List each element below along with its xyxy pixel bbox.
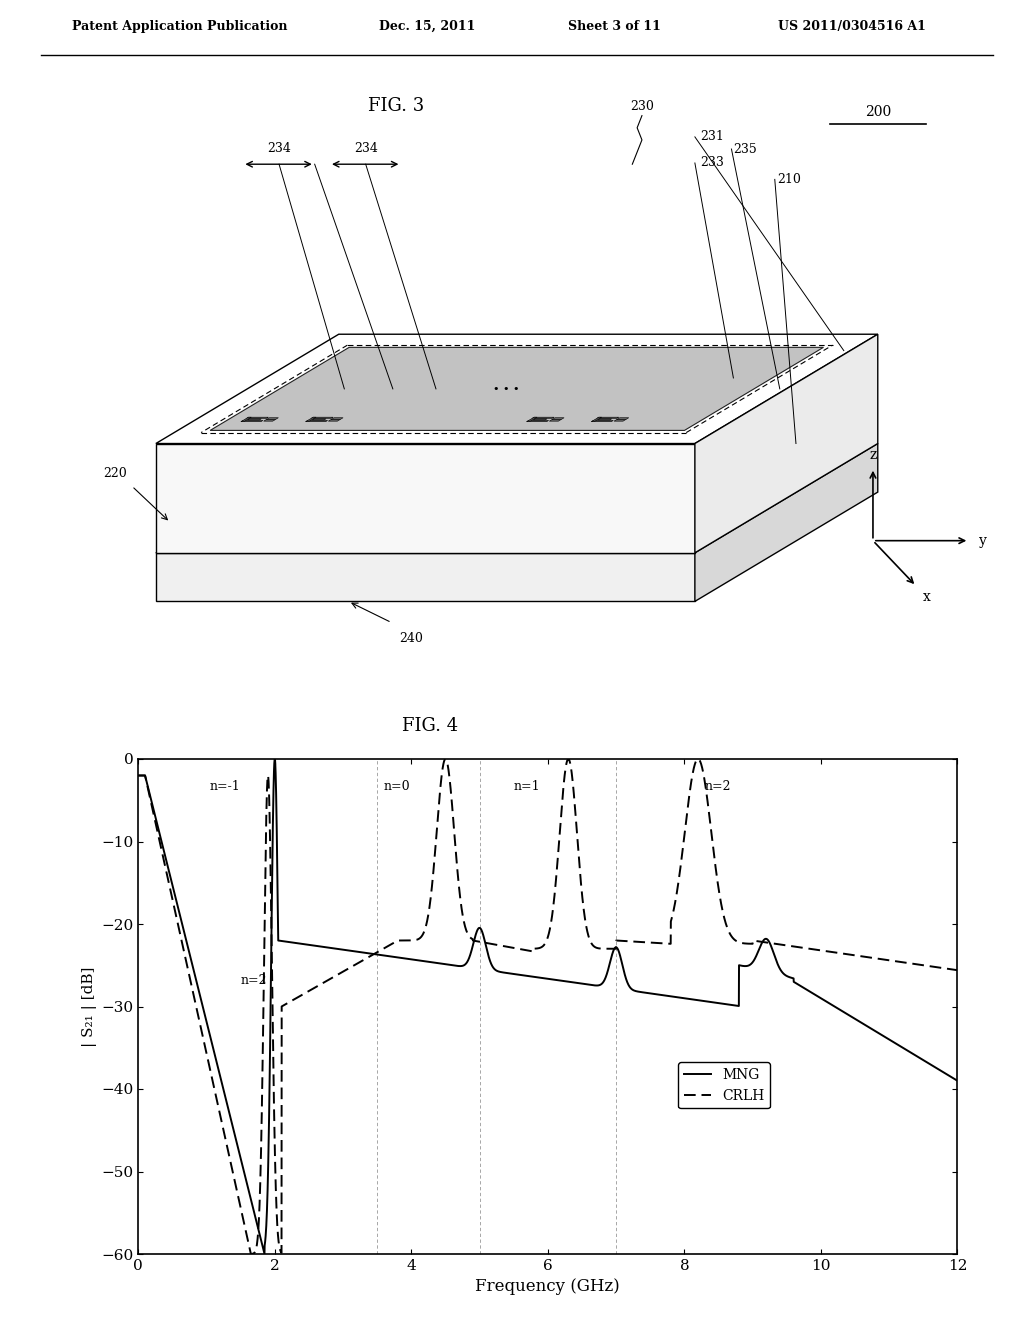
Polygon shape xyxy=(526,417,537,421)
Text: FIG. 4: FIG. 4 xyxy=(402,717,458,735)
Polygon shape xyxy=(616,417,629,420)
MNG xyxy=(624,979,636,995)
Polygon shape xyxy=(156,444,695,553)
MNG xyxy=(132,768,144,784)
Text: US 2011/0304516 A1: US 2011/0304516 A1 xyxy=(778,20,926,33)
Text: n=2: n=2 xyxy=(705,780,731,792)
Text: 234: 234 xyxy=(353,143,378,154)
Polygon shape xyxy=(156,334,878,444)
Text: 220: 220 xyxy=(103,467,127,480)
Text: 234: 234 xyxy=(267,143,291,154)
CRLH xyxy=(282,995,294,1011)
Polygon shape xyxy=(331,417,343,420)
MNG xyxy=(743,957,756,973)
Text: • • •: • • • xyxy=(493,384,519,393)
Polygon shape xyxy=(614,420,626,421)
Text: n=1: n=1 xyxy=(514,780,541,792)
Text: 210: 210 xyxy=(776,173,801,186)
Text: 233: 233 xyxy=(699,157,724,169)
CRLH xyxy=(806,941,818,957)
Polygon shape xyxy=(156,553,695,602)
Polygon shape xyxy=(549,420,561,421)
MNG xyxy=(268,751,281,767)
CRLH xyxy=(665,912,677,928)
Text: n=2: n=2 xyxy=(241,974,267,986)
Polygon shape xyxy=(210,347,823,430)
MNG xyxy=(666,989,678,1005)
Legend: MNG, CRLH: MNG, CRLH xyxy=(678,1063,770,1109)
Text: Patent Application Publication: Patent Application Publication xyxy=(72,20,287,33)
Text: n=0: n=0 xyxy=(384,780,411,792)
Text: x: x xyxy=(923,590,931,605)
Text: 200: 200 xyxy=(864,104,891,119)
Text: Dec. 15, 2011: Dec. 15, 2011 xyxy=(379,20,475,33)
Text: 231: 231 xyxy=(699,131,724,144)
Line: CRLH: CRLH xyxy=(138,759,957,1254)
Text: 230: 230 xyxy=(630,99,654,112)
Polygon shape xyxy=(263,420,275,421)
X-axis label: Frequency (GHz): Frequency (GHz) xyxy=(475,1278,621,1295)
Text: y: y xyxy=(979,533,987,548)
MNG xyxy=(806,985,818,1001)
Polygon shape xyxy=(695,334,878,553)
Text: FIG. 3: FIG. 3 xyxy=(369,98,425,115)
Text: 235: 235 xyxy=(733,143,757,156)
Line: MNG: MNG xyxy=(138,759,957,1254)
CRLH xyxy=(245,1246,257,1262)
MNG xyxy=(951,1073,964,1089)
MNG xyxy=(282,933,294,949)
Polygon shape xyxy=(305,417,316,421)
Y-axis label: | S₂₁ | [dB]: | S₂₁ | [dB] xyxy=(82,966,97,1047)
Polygon shape xyxy=(552,417,564,420)
MNG xyxy=(445,957,458,973)
CRLH xyxy=(132,768,144,784)
Text: 240: 240 xyxy=(399,632,423,644)
Polygon shape xyxy=(156,444,878,553)
MNG xyxy=(258,1246,270,1262)
Polygon shape xyxy=(329,420,340,421)
Polygon shape xyxy=(241,417,251,421)
Polygon shape xyxy=(695,444,878,602)
CRLH xyxy=(951,962,964,978)
CRLH xyxy=(692,751,705,767)
Polygon shape xyxy=(591,417,602,421)
CRLH xyxy=(445,789,458,805)
Polygon shape xyxy=(266,417,279,420)
CRLH xyxy=(624,933,636,949)
Text: n=-1: n=-1 xyxy=(210,780,241,792)
CRLH xyxy=(743,936,756,952)
Text: z: z xyxy=(869,447,877,462)
Text: Sheet 3 of 11: Sheet 3 of 11 xyxy=(568,20,662,33)
